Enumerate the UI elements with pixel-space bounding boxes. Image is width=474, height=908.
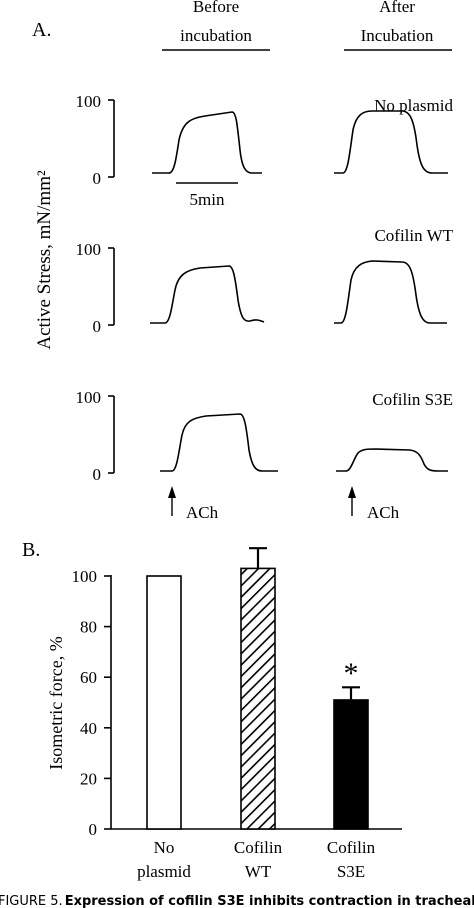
chart-x-labels: No plasmid Cofilin WT Cofilin S3E xyxy=(137,838,376,881)
tick-label-0: 0 xyxy=(93,169,102,188)
panel-a-label: A. xyxy=(32,19,51,41)
y-tick-label: 80 xyxy=(80,618,97,637)
y-tick-label: 100 xyxy=(72,567,98,586)
after-header-line1: After xyxy=(379,0,415,16)
stimulus-label-before: ACh xyxy=(186,503,219,522)
x-category-label: plasmid xyxy=(137,862,191,881)
bar-2 xyxy=(333,699,369,830)
stimulus-arrow-after xyxy=(348,486,356,498)
tick-label-100: 100 xyxy=(76,92,102,111)
significance-asterisk: * xyxy=(344,657,359,690)
y-tick-label: 40 xyxy=(80,719,97,738)
trace-after xyxy=(334,110,448,174)
chart-y-ticks: 0 20 40 60 80 100 xyxy=(72,567,111,839)
trace-row-no-plasmid: No plasmid 100 0 5min xyxy=(76,92,454,209)
panel-a-ylabel: Active Stress, mN/mm² xyxy=(34,170,55,350)
trace-before xyxy=(160,413,278,472)
chart-error-bars xyxy=(249,547,360,700)
y-tick-label: 60 xyxy=(80,668,97,687)
stimulus-label-after: ACh xyxy=(367,503,400,522)
trace-row-cofilin-s3e: Cofilin S3E 100 0 ACh ACh xyxy=(76,388,454,522)
chart-bars xyxy=(146,567,369,830)
trace-row-cofilin-wt: Cofilin WT 100 0 xyxy=(76,226,454,336)
x-category-label: Cofilin xyxy=(327,838,376,857)
before-header-line2: incubation xyxy=(180,26,252,45)
figure-caption: FIGURE 5. Expression of cofilin S3E inhib… xyxy=(0,894,474,908)
time-scale-label: 5min xyxy=(190,190,225,209)
bar-0 xyxy=(146,575,182,830)
x-category-label: No xyxy=(154,838,175,857)
before-header-line1: Before xyxy=(193,0,239,16)
trace-after xyxy=(334,260,447,324)
bar-chart: Isometric force, % 0 20 40 60 80 100 No plasmi… xyxy=(46,547,402,881)
tick-label-0: 0 xyxy=(93,317,102,336)
panel-b-label: B. xyxy=(22,539,40,561)
row-condition-label: Cofilin WT xyxy=(374,226,453,245)
y-tick-label: 20 xyxy=(80,769,97,788)
x-category-label: WT xyxy=(245,862,272,881)
bar-1 xyxy=(240,567,276,830)
caption-bold: Expression of cofilin S3E inhibits contr… xyxy=(65,894,474,908)
y-tick-label: 0 xyxy=(89,820,98,839)
trace-after xyxy=(336,448,448,472)
caption-prefix: FIGURE 5. xyxy=(0,894,63,908)
trace-before xyxy=(152,111,262,174)
trace-before xyxy=(150,265,265,324)
row-condition-label: No plasmid xyxy=(374,96,453,115)
tick-label-100: 100 xyxy=(76,388,102,407)
x-category-label: Cofilin xyxy=(234,838,283,857)
after-header-line2: Incubation xyxy=(361,26,434,45)
row-condition-label: Cofilin S3E xyxy=(372,390,453,409)
stimulus-arrow-before xyxy=(168,486,176,498)
tick-label-0: 0 xyxy=(93,465,102,484)
tick-label-100: 100 xyxy=(76,240,102,259)
chart-ylabel: Isometric force, % xyxy=(46,636,66,769)
x-category-label: S3E xyxy=(337,862,365,881)
